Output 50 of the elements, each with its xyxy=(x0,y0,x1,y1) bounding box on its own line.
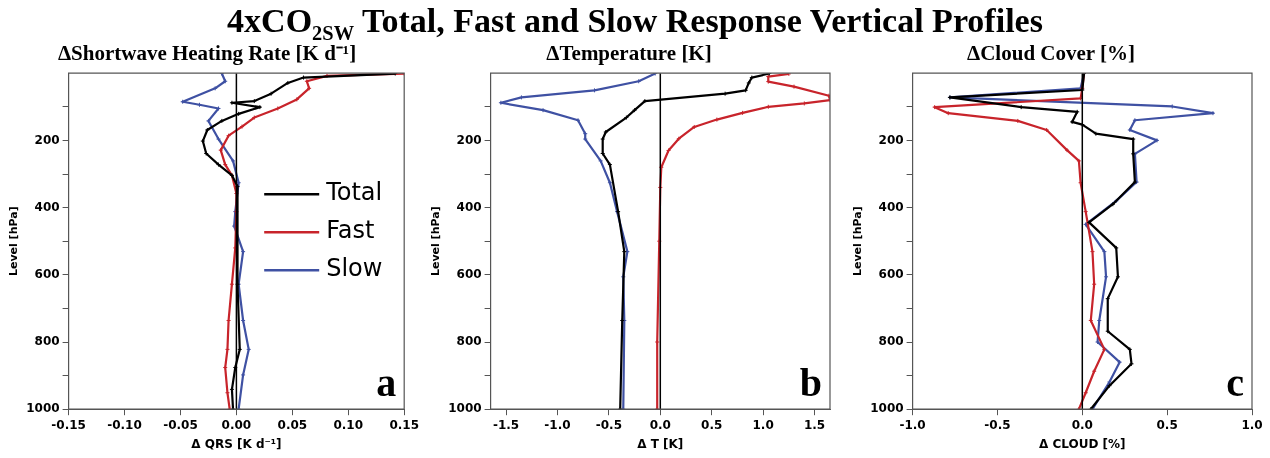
x-axis-title: Δ CLOUD [%] xyxy=(1039,436,1126,451)
x-tick-label: 1.0 xyxy=(1241,417,1263,432)
x-tick-label: -1.0 xyxy=(899,417,926,432)
chart-subtitle: ΔShortwave Heating Rate [K d⁻¹] xyxy=(57,41,357,66)
x-tick-label: -1.0 xyxy=(544,417,571,432)
legend-label: Total xyxy=(325,178,383,207)
y-tick-label: 200 xyxy=(34,132,60,147)
x-tick-label: 0.5 xyxy=(701,417,723,432)
x-tick-label: 1.0 xyxy=(752,417,774,432)
annotation: c xyxy=(1226,359,1244,405)
legend-label: Slow xyxy=(326,254,383,283)
x-tick-label: 1.5 xyxy=(803,417,826,432)
y-axis-title: Level [hPa] xyxy=(429,206,443,277)
y-tick-label: 800 xyxy=(456,334,482,349)
y-tick-label: 400 xyxy=(878,199,904,214)
y-tick-label: 1000 xyxy=(448,401,482,416)
x-tick-label: 0.0 xyxy=(1071,417,1093,432)
y-tick-label: 1000 xyxy=(26,401,60,416)
y-tick-label: 200 xyxy=(878,132,904,147)
annotation: a xyxy=(376,359,397,405)
x-tick-label: 0.15 xyxy=(389,417,419,432)
y-axis-title: Level [hPa] xyxy=(851,206,865,277)
x-axis-title: Δ T [K] xyxy=(637,436,684,451)
y-tick-label: 800 xyxy=(878,334,904,349)
text: 4xCO$_{2SW}$ Total, Fast and Slow Response Vertical Profiles xyxy=(226,1,1044,44)
y-tick-label: 600 xyxy=(456,266,482,281)
y-tick-label: 600 xyxy=(34,266,60,281)
y-tick-label: 1000 xyxy=(870,401,904,416)
y-tick-label: 400 xyxy=(456,199,482,214)
y-tick-label: 200 xyxy=(456,132,482,147)
annotation: b xyxy=(799,359,822,405)
legend-label: Fast xyxy=(326,216,375,245)
y-tick-label: 400 xyxy=(34,199,60,214)
y-tick-label: 800 xyxy=(34,334,60,349)
y-axis-title: Level [hPa] xyxy=(7,206,21,277)
x-tick-label: -0.10 xyxy=(107,417,142,432)
y-tick-label: 600 xyxy=(878,266,904,281)
x-tick-label: 0.5 xyxy=(1156,417,1178,432)
x-tick-label: -0.5 xyxy=(595,417,622,432)
x-tick-label: -0.5 xyxy=(984,417,1011,432)
x-tick-label: 0.05 xyxy=(277,417,308,432)
x-axis-title: Δ QRS [K d⁻¹] xyxy=(191,436,282,451)
x-tick-label: -1.5 xyxy=(492,417,520,432)
chart-subtitle: ΔTemperature [K] xyxy=(546,41,712,66)
x-tick-label: -0.05 xyxy=(163,417,198,432)
x-tick-label: -0.15 xyxy=(51,417,86,432)
x-tick-label: 0.00 xyxy=(221,417,252,432)
chart-subtitle: ΔCloud Cover [%] xyxy=(967,41,1135,66)
x-tick-label: 0.0 xyxy=(649,417,671,432)
x-tick-label: 0.10 xyxy=(333,417,364,432)
